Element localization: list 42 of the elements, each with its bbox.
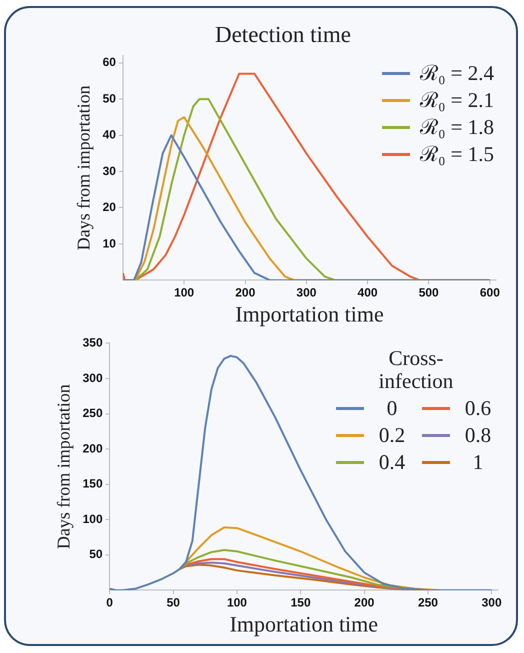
legend-label: ℛ₀ = 1.5 [420, 140, 494, 168]
x-tick-label: 300 [296, 286, 317, 300]
x-tick-label: 300 [482, 596, 502, 610]
y-tick-label: 20 [102, 200, 116, 214]
chart-title: Detection time [214, 22, 352, 47]
y-tick-label: 350 [82, 336, 103, 350]
y-tick-label: 50 [89, 547, 103, 562]
legend-title: Cross-infection [378, 346, 454, 394]
x-tick-label: 600 [480, 286, 500, 300]
y-tick-label: 300 [82, 370, 103, 385]
legend-label: 0.4 [378, 449, 406, 476]
legend-label: 0 [386, 395, 398, 422]
x-axis-title: Importation time [230, 612, 378, 637]
legend-label: ℛ₀ = 1.8 [420, 114, 494, 141]
y-axis-title: Days from importation [54, 384, 74, 550]
x-tick-label: 50 [166, 596, 180, 610]
x-tick-label: 500 [418, 286, 440, 300]
legend-label: 1 [472, 449, 484, 476]
legend-label: ℛ₀ = 2.4 [420, 60, 494, 87]
legend-label: 0.8 [464, 422, 492, 450]
x-tick-label: 100 [226, 596, 248, 610]
x-tick-label: 100 [174, 286, 194, 300]
x-tick-label: 400 [358, 286, 378, 300]
y-tick-label: 50 [102, 91, 116, 106]
x-tick-label: 150 [290, 596, 311, 610]
legend-label: 0.2 [378, 422, 406, 450]
y-tick-label: 200 [82, 441, 103, 456]
y-axis-title: Days from importation [74, 85, 94, 250]
y-tick-label: 100 [82, 512, 103, 526]
x-tick-label: 200 [235, 286, 256, 300]
x-tick-label: 250 [418, 596, 438, 610]
y-tick-label: 30 [102, 164, 116, 178]
x-axis-title: Importation time [235, 302, 384, 327]
x-tick-label: 200 [354, 596, 375, 610]
legend-label: 0.6 [464, 395, 492, 422]
y-tick-label: 10 [102, 236, 116, 250]
x-tick-label: 0 [106, 596, 114, 610]
y-tick-label: 250 [82, 406, 103, 420]
y-tick-label: 150 [82, 476, 103, 491]
y-tick-label: 60 [102, 55, 116, 70]
legend-label: ℛ₀ = 2.1 [420, 86, 494, 114]
y-tick-label: 40 [102, 128, 116, 142]
